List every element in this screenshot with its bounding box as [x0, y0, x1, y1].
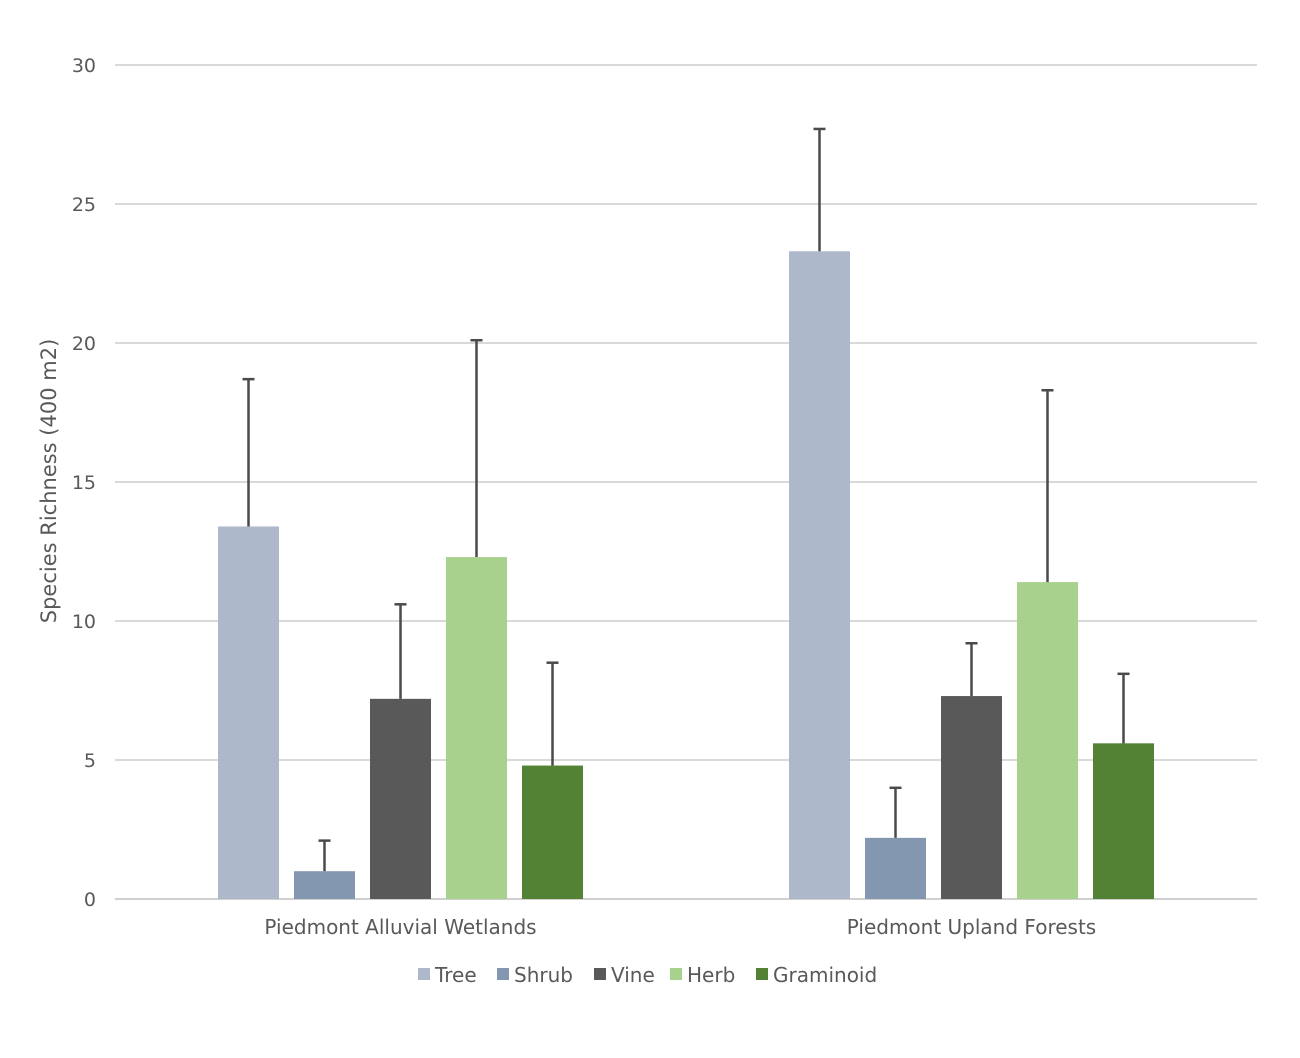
legend-label-shrub: Shrub	[514, 963, 573, 987]
y-axis-title: Species Richness (400 m2)	[37, 339, 61, 624]
y-tick-label: 0	[84, 889, 96, 911]
y-tick-label: 20	[72, 333, 96, 355]
legend-label-vine: Vine	[611, 963, 655, 987]
y-axis-ticks: 0 5 10 15 20 25 30	[72, 55, 96, 911]
bar-tree-alluvial-wetlands	[218, 526, 279, 899]
legend-swatch-shrub	[497, 968, 509, 980]
y-tick-label: 30	[72, 55, 96, 77]
x-axis-categories: Piedmont Alluvial Wetlands Piedmont Uplan…	[264, 915, 1096, 939]
legend-label-graminoid: Graminoid	[773, 963, 877, 987]
bar-tree-upland-forests	[789, 251, 850, 899]
y-tick-label: 10	[72, 611, 96, 633]
bar-vine-upland-forests	[941, 696, 1002, 899]
legend-label-herb: Herb	[687, 963, 735, 987]
bars	[218, 251, 1154, 899]
bar-graminoid-upland-forests	[1093, 743, 1154, 899]
legend-swatch-vine	[594, 968, 606, 980]
legend-swatch-graminoid	[756, 968, 768, 980]
legend-swatch-tree	[418, 968, 430, 980]
bar-vine-alluvial-wetlands	[370, 698, 431, 899]
x-category-label: Piedmont Alluvial Wetlands	[264, 915, 536, 939]
legend-swatch-herb	[670, 968, 682, 980]
y-tick-label: 25	[72, 194, 96, 216]
bar-herb-alluvial-wetlands	[446, 557, 507, 899]
bar-shrub-upland-forests	[865, 837, 926, 899]
y-tick-label: 15	[72, 472, 96, 494]
bar-graminoid-alluvial-wetlands	[522, 765, 583, 899]
legend: Tree Shrub Vine Herb Graminoid	[418, 963, 877, 987]
legend-label-tree: Tree	[434, 963, 477, 987]
y-tick-label: 5	[84, 750, 96, 772]
error-bars	[242, 127, 1130, 872]
bar-herb-upland-forests	[1017, 582, 1078, 899]
gridlines	[115, 64, 1257, 900]
x-category-label: Piedmont Upland Forests	[847, 915, 1096, 939]
bar-shrub-alluvial-wetlands	[294, 871, 355, 899]
